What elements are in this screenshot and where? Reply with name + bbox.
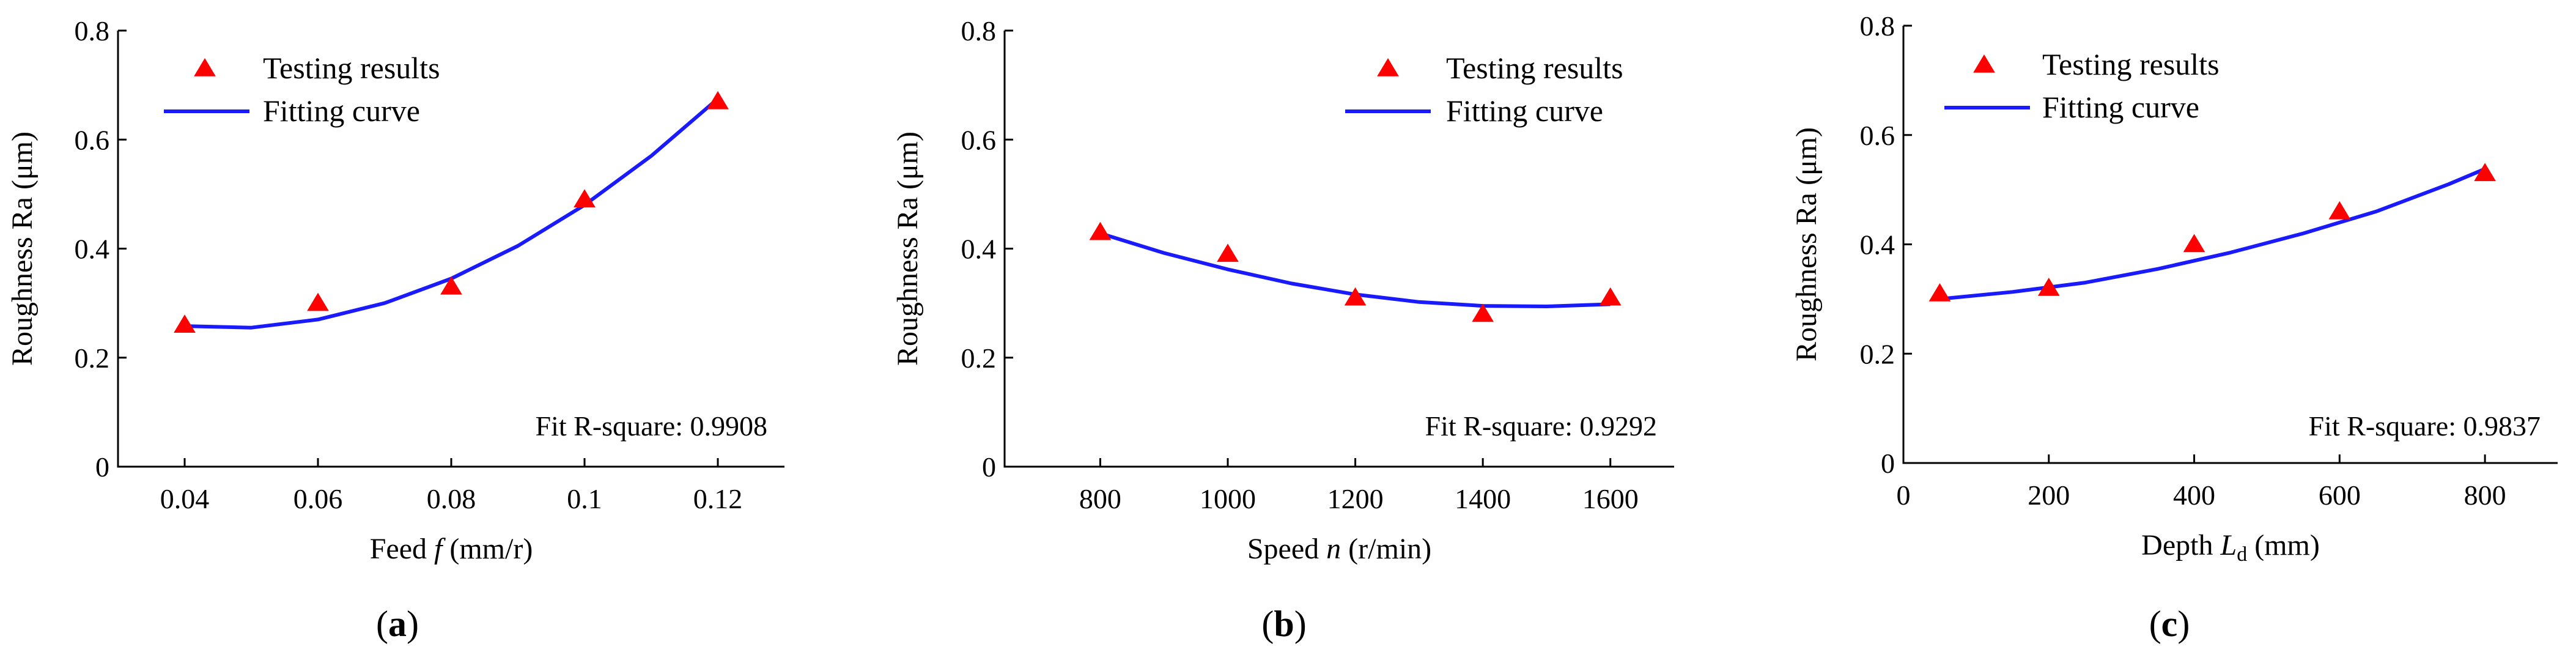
- y-tick-label: 0.6: [75, 124, 110, 155]
- legend-label-curve: Fitting curve: [263, 94, 420, 128]
- x-tick-label: 1400: [1455, 483, 1511, 514]
- y-tick-label: 0.8: [1860, 10, 1895, 42]
- y-tick-label: 0.6: [961, 124, 997, 155]
- chart-panel-a: 0 0.2 0.4 0.6 0.8 0.04 0.06 0.08 0.1 0.12 Roughnes…: [6, 15, 784, 644]
- data-point: [1472, 303, 1494, 322]
- y-tick-label: 0.4: [1860, 229, 1895, 261]
- data-point: [174, 314, 196, 333]
- legend-marker: [1377, 58, 1399, 76]
- x-tick-label: 800: [1079, 483, 1121, 514]
- fit-r-square-annotation: Fit R-square: 0.9837: [2309, 410, 2541, 442]
- y-tick-label: 0.2: [75, 343, 110, 374]
- data-point: [1344, 287, 1367, 306]
- x-tick-label: 0: [1897, 480, 1911, 511]
- chart-panel-b: 0 0.2 0.4 0.6 0.8 800 1000 1200 1400 1600 Roughnes…: [891, 15, 1674, 644]
- y-tick-label: 0.4: [961, 234, 997, 265]
- x-axis-label: Speed n (r/min): [1247, 533, 1431, 565]
- x-tick-label: 1200: [1327, 483, 1384, 514]
- y-axis-label: Roughness Ra (μm): [891, 131, 924, 366]
- x-tick-label: 400: [2173, 480, 2215, 511]
- y-axis-label: Roughness Ra (μm): [1790, 127, 1823, 361]
- data-point: [1599, 287, 1622, 306]
- x-tick-label: 0.12: [693, 483, 743, 514]
- x-tick-label: 0.04: [160, 483, 210, 514]
- y-tick-label: 0.2: [1860, 338, 1895, 369]
- data-point: [1217, 243, 1239, 262]
- x-tick-label: 0.1: [567, 483, 602, 514]
- y-tick-label: 0: [982, 451, 996, 483]
- axes: [1902, 26, 2558, 464]
- legend-label-markers: Testing results: [2042, 47, 2220, 81]
- y-tick-label: 0.4: [75, 234, 110, 265]
- y-axis-label: Roughness Ra (μm): [6, 131, 39, 366]
- y-tick-label: 0: [1881, 448, 1895, 479]
- legend-marker: [194, 58, 216, 76]
- axes: [117, 31, 784, 468]
- y-tick-label: 0.8: [961, 15, 997, 46]
- chart-panel-c: 0 0.2 0.4 0.6 0.8 0 200 400 600 800 Roughness Ra (…: [1790, 10, 2558, 644]
- x-tick-label: 0.06: [293, 483, 343, 514]
- data-point: [1089, 221, 1112, 240]
- fit-r-square-annotation: Fit R-square: 0.9908: [536, 410, 767, 442]
- data-point: [440, 276, 462, 295]
- x-axis-label: Depth Ld (mm): [2141, 529, 2320, 566]
- legend-label-markers: Testing results: [263, 51, 440, 85]
- legend-label-markers: Testing results: [1446, 51, 1623, 85]
- legend-label-curve: Fitting curve: [1446, 94, 1603, 128]
- data-point: [2037, 278, 2060, 296]
- data-point: [574, 189, 596, 208]
- data-point: [2474, 163, 2496, 182]
- data-point: [307, 292, 329, 311]
- fitting-curve: [1939, 167, 2486, 301]
- y-tick-label: 0.6: [1860, 120, 1895, 151]
- x-tick-label: 800: [2464, 480, 2506, 511]
- data-point: [707, 91, 729, 109]
- panel-label: (b): [1261, 604, 1306, 644]
- x-tick-label: 1600: [1582, 483, 1639, 514]
- x-tick-label: 200: [2028, 480, 2070, 511]
- x-tick-label: 1000: [1200, 483, 1256, 514]
- legend-marker: [1973, 54, 1995, 73]
- x-tick-label: 0.08: [427, 483, 476, 514]
- data-point: [2183, 234, 2205, 253]
- x-axis-label: Feed f (mm/r): [370, 533, 533, 565]
- y-tick-label: 0: [95, 451, 109, 483]
- panel-label: (c): [2149, 604, 2190, 644]
- data-point: [2328, 201, 2351, 220]
- y-tick-label: 0.2: [961, 343, 997, 374]
- x-tick-label: 600: [2319, 480, 2361, 511]
- legend-label-curve: Fitting curve: [2042, 90, 2199, 124]
- data-point: [1928, 283, 1951, 302]
- fit-r-square-annotation: Fit R-square: 0.9292: [1425, 410, 1657, 442]
- panel-label: (a): [376, 604, 419, 644]
- y-tick-label: 0.8: [75, 15, 110, 46]
